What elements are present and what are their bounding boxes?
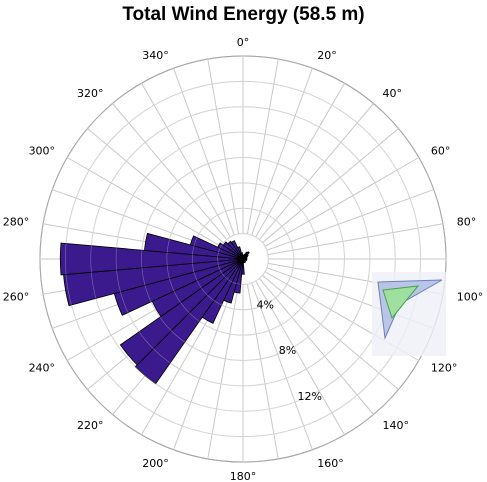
grid-spoke xyxy=(258,103,374,240)
wind-bar xyxy=(227,240,244,260)
grid-ring-overlay xyxy=(166,182,320,336)
grid-ring-overlay xyxy=(65,81,421,437)
wind-bar xyxy=(237,246,244,260)
wind-bar xyxy=(119,258,244,366)
grid-spoke xyxy=(251,282,313,450)
direction-label: 100° xyxy=(457,291,484,304)
grid-spoke xyxy=(112,103,228,240)
direction-label: 180° xyxy=(230,470,257,482)
direction-label: 20° xyxy=(317,49,337,62)
direction-label: 260° xyxy=(3,291,30,304)
direction-label: 120° xyxy=(431,362,458,375)
grid-ring-overlay xyxy=(90,106,396,412)
grid-ring-overlay xyxy=(191,207,295,311)
grid-spoke xyxy=(267,223,444,256)
direction-label: 240° xyxy=(29,362,56,375)
ring-label: 4% xyxy=(257,299,274,312)
direction-label: 0° xyxy=(237,36,250,49)
grid-spoke xyxy=(255,82,345,238)
grid-spoke xyxy=(246,283,279,460)
grid-spoke xyxy=(258,278,374,415)
grid-spoke xyxy=(173,68,235,236)
grid-spoke xyxy=(255,280,345,436)
grid-spoke xyxy=(264,157,420,247)
grid-spoke xyxy=(266,189,434,251)
grid-spoke xyxy=(141,82,231,238)
direction-label: 200° xyxy=(142,457,169,470)
wind-bar xyxy=(230,240,244,260)
direction-label: 80° xyxy=(457,215,477,228)
wind-bar xyxy=(240,252,244,260)
ring-label: 12% xyxy=(298,390,322,403)
grid-ring-overlay xyxy=(217,233,269,285)
direction-label: 320° xyxy=(77,87,104,100)
direction-label: 340° xyxy=(142,49,169,62)
direction-label: 40° xyxy=(382,87,402,100)
direction-label: 160° xyxy=(317,457,344,470)
grid-spoke xyxy=(262,274,399,390)
direction-label: 220° xyxy=(77,419,104,432)
grid-spoke xyxy=(251,68,313,236)
grid-spoke xyxy=(87,128,224,244)
grid-spoke xyxy=(207,283,240,460)
grid-ring-overlay xyxy=(115,131,371,387)
direction-label: 60° xyxy=(431,145,451,158)
ring-label: 8% xyxy=(279,344,296,357)
direction-label: 280° xyxy=(3,215,30,228)
wind-bar xyxy=(134,258,244,385)
compass-logo-icon xyxy=(372,272,446,356)
direction-label: 300° xyxy=(29,145,56,158)
grid-spoke xyxy=(246,58,279,235)
grid-spoke xyxy=(52,189,220,251)
grid-ring-overlay xyxy=(141,157,345,361)
grid-spoke xyxy=(262,128,399,244)
grid-spoke xyxy=(207,58,240,235)
direction-label: 140° xyxy=(382,419,409,432)
grid-spoke xyxy=(173,282,235,450)
grid-spoke xyxy=(66,157,222,247)
grid-ring-overlay xyxy=(39,55,447,463)
chart-title: Total Wind Energy (58.5 m) xyxy=(122,4,365,25)
wind-bar xyxy=(222,241,244,260)
wind-bar xyxy=(59,242,244,276)
